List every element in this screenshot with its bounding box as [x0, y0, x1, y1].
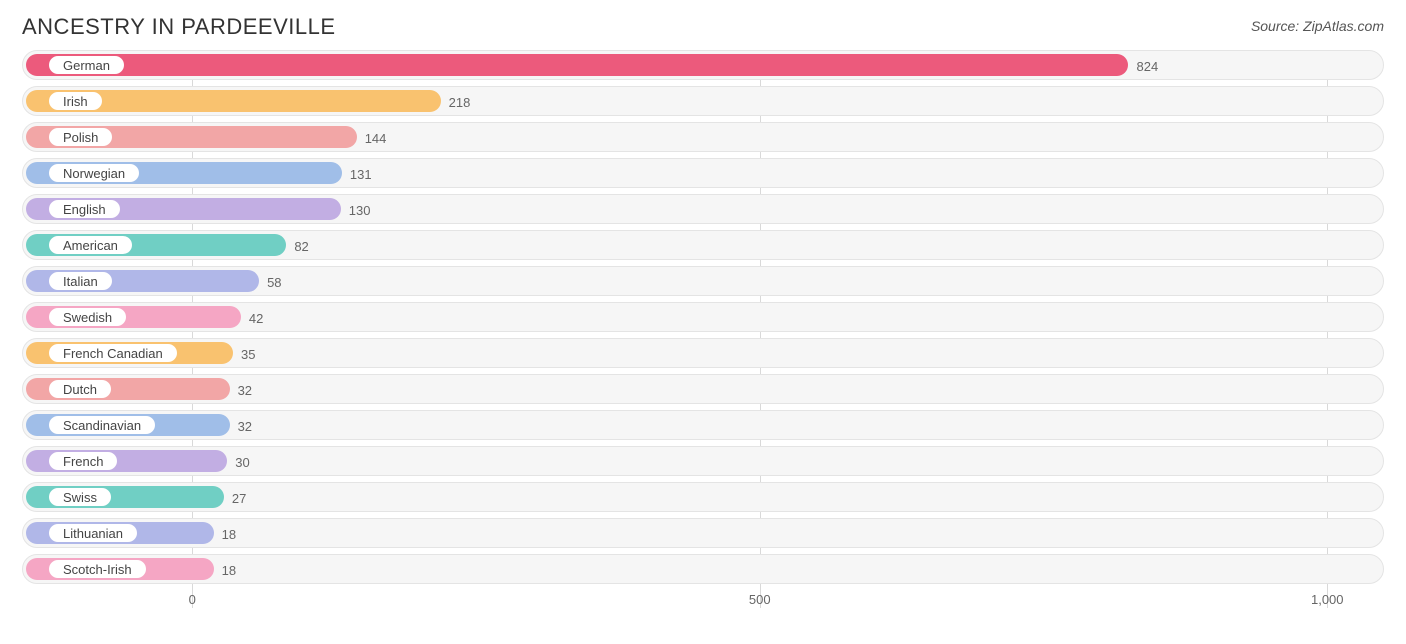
chart-source: Source: ZipAtlas.com: [1251, 14, 1384, 34]
bar-fill: [26, 54, 1128, 76]
bar-category-pill: Dutch: [47, 378, 113, 400]
bar-category-pill: French: [47, 450, 119, 472]
bar-row: Italian 58: [22, 266, 1384, 296]
bar-value-label: 27: [224, 483, 246, 513]
bar-category-pill: Swedish: [47, 306, 128, 328]
bar-row: Swiss 27: [22, 482, 1384, 512]
x-axis: 0 500 1,000: [22, 590, 1384, 620]
bar-row: Scandinavian 32: [22, 410, 1384, 440]
bar-value-label: 35: [233, 339, 255, 369]
bar-category-pill: Italian: [47, 270, 114, 292]
bar-category-pill: German: [47, 54, 126, 76]
bar-category-pill: Scotch-Irish: [47, 558, 148, 580]
bar-category-pill: Irish: [47, 90, 104, 112]
bar-value-label: 824: [1128, 51, 1158, 81]
bar-value-label: 32: [230, 375, 252, 405]
x-axis-tick: 1,000: [1311, 592, 1344, 607]
bar-row: Swedish 42: [22, 302, 1384, 332]
bar-row: Norwegian 131: [22, 158, 1384, 188]
bar-row: Irish 218: [22, 86, 1384, 116]
bar-category-pill: American: [47, 234, 134, 256]
bar-value-label: 144: [357, 123, 387, 153]
chart-title: ANCESTRY IN PARDEEVILLE: [22, 14, 336, 40]
bar-value-label: 58: [259, 267, 281, 297]
x-axis-tick: 0: [189, 592, 196, 607]
bar-category-pill: Polish: [47, 126, 114, 148]
bar-row: Polish 144: [22, 122, 1384, 152]
bar-category-pill: French Canadian: [47, 342, 179, 364]
bar-row: French 30: [22, 446, 1384, 476]
bar-value-label: 32: [230, 411, 252, 441]
bar-row: French Canadian 35: [22, 338, 1384, 368]
bar-category-pill: Lithuanian: [47, 522, 139, 544]
bar-value-label: 130: [341, 195, 371, 225]
bar-value-label: 18: [214, 519, 236, 549]
bar-value-label: 42: [241, 303, 263, 333]
bar-row: Scotch-Irish 18: [22, 554, 1384, 584]
bar-row: Lithuanian 18: [22, 518, 1384, 548]
chart-header: ANCESTRY IN PARDEEVILLE Source: ZipAtlas…: [0, 0, 1406, 50]
bar-category-pill: English: [47, 198, 122, 220]
bar-category-pill: Scandinavian: [47, 414, 157, 436]
bar-row: English 130: [22, 194, 1384, 224]
bar-value-label: 82: [286, 231, 308, 261]
bar-row: German 824: [22, 50, 1384, 80]
bar-value-label: 30: [227, 447, 249, 477]
bar-value-label: 218: [441, 87, 471, 117]
bar-category-pill: Norwegian: [47, 162, 141, 184]
bar-row: American 82: [22, 230, 1384, 260]
bar-value-label: 131: [342, 159, 372, 189]
bar-value-label: 18: [214, 555, 236, 585]
bar-row: Dutch 32: [22, 374, 1384, 404]
chart-area: German 824 Irish 218 Polish 144 Norwegian 131 En…: [0, 50, 1406, 584]
bar-category-pill: Swiss: [47, 486, 113, 508]
x-axis-tick: 500: [749, 592, 771, 607]
